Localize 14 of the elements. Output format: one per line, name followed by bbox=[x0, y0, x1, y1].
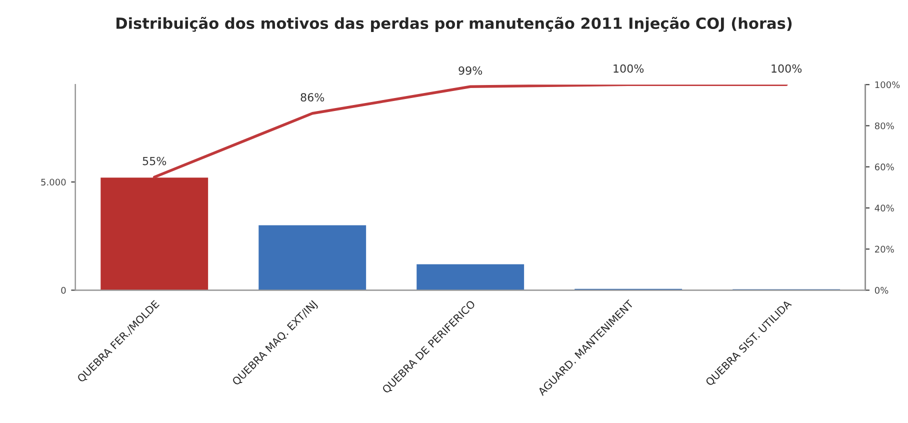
data-label: 100% bbox=[772, 64, 802, 73]
y2-tick-label: 60% bbox=[874, 164, 894, 170]
chart-title: Distribuição dos motivos das perdas por manutenção 2011 Injeção COJ (horas) bbox=[116, 16, 792, 32]
data-label: 55% bbox=[142, 156, 166, 166]
y-tick-label: 0 bbox=[61, 286, 66, 294]
y2-tick-label: 80% bbox=[874, 122, 894, 130]
y2-tick-label: 0% bbox=[874, 286, 888, 294]
data-label: 100% bbox=[614, 64, 644, 73]
y-tick-label: 5.000 bbox=[41, 178, 66, 186]
y2-tick-label: 20% bbox=[875, 246, 894, 253]
y2-tick-label: 100% bbox=[875, 81, 900, 88]
y2-tick-label: 40% bbox=[874, 204, 894, 212]
data-label: 86% bbox=[300, 93, 324, 102]
data-label: 99% bbox=[458, 66, 482, 75]
